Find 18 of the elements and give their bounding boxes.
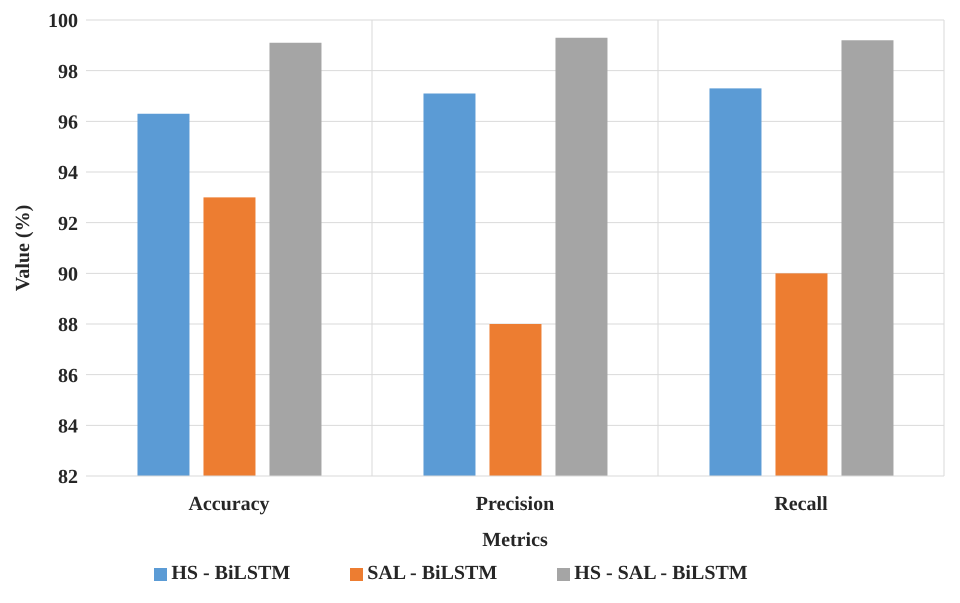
y-tick-label: 88 — [58, 314, 78, 336]
y-tick-label: 94 — [58, 162, 78, 184]
x-tick-label: Accuracy — [188, 493, 270, 516]
y-tick-label: 100 — [48, 10, 78, 32]
y-tick-label: 92 — [58, 212, 78, 235]
y-axis-title: Value (%) — [12, 204, 34, 292]
x-tick-label: Recall — [774, 493, 828, 516]
x-axis-title: Metrics — [482, 529, 548, 551]
legend-label: HS - SAL - BiLSTM — [574, 562, 748, 584]
y-tick-label: 86 — [58, 364, 78, 387]
y-tick-label: 82 — [58, 466, 78, 488]
x-tick-label: Precision — [476, 493, 554, 516]
y-tick-label: 84 — [58, 415, 78, 438]
y-tick-label: 98 — [58, 60, 78, 83]
legend-label: HS - BiLSTM — [171, 562, 290, 584]
legend-label: SAL - BiLSTM — [367, 562, 498, 584]
y-tick-label: 96 — [58, 111, 78, 134]
y-tick-label: 90 — [58, 263, 78, 286]
